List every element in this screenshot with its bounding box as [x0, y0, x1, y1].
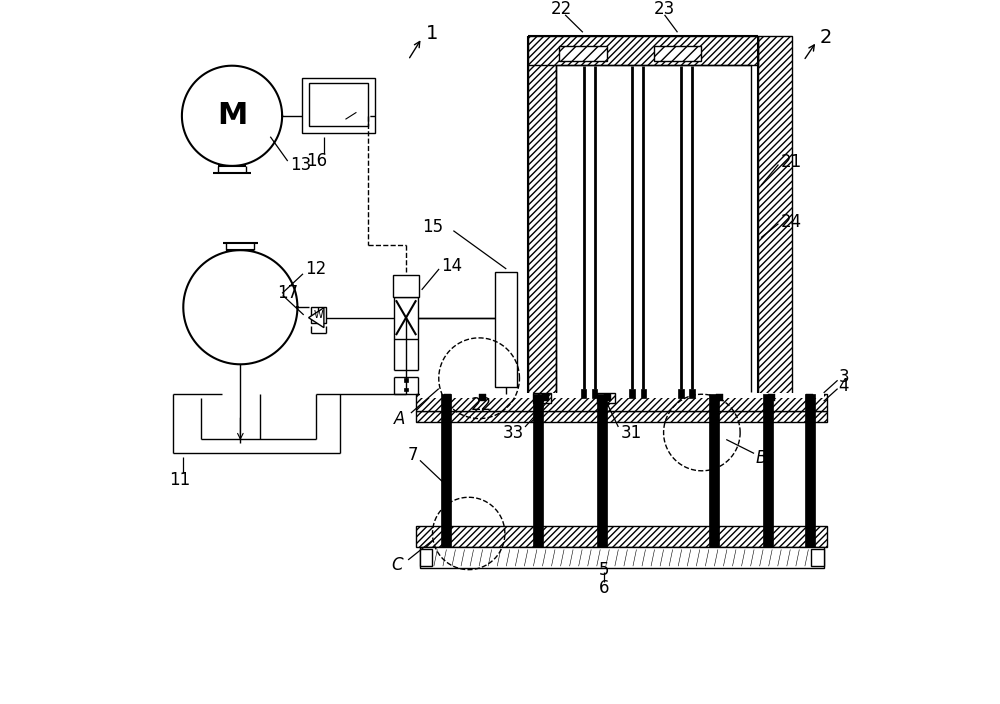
- Text: 2: 2: [820, 27, 832, 46]
- Bar: [441, 394, 451, 422]
- Bar: [768, 394, 775, 401]
- Text: 1: 1: [426, 24, 438, 43]
- Bar: [393, 275, 419, 297]
- Bar: [479, 394, 486, 401]
- Text: 3: 3: [838, 368, 849, 386]
- Bar: [528, 36, 758, 65]
- Bar: [597, 394, 607, 422]
- Bar: [311, 307, 326, 322]
- Bar: [559, 46, 607, 61]
- Bar: [441, 422, 451, 548]
- Bar: [805, 422, 815, 548]
- Bar: [302, 77, 375, 133]
- Bar: [495, 272, 517, 387]
- Bar: [805, 394, 815, 422]
- Text: A: A: [394, 410, 405, 427]
- Text: M: M: [217, 101, 247, 130]
- Text: 31: 31: [620, 424, 642, 441]
- Bar: [404, 388, 408, 391]
- Text: 4: 4: [838, 377, 849, 395]
- Polygon shape: [309, 308, 324, 327]
- Bar: [416, 394, 827, 411]
- Bar: [394, 297, 418, 339]
- Bar: [811, 549, 824, 566]
- Bar: [404, 378, 408, 382]
- Bar: [444, 394, 451, 401]
- Bar: [806, 394, 813, 401]
- Bar: [597, 393, 615, 403]
- Text: 23: 23: [654, 0, 675, 18]
- Bar: [416, 411, 827, 422]
- Text: 12: 12: [305, 260, 326, 278]
- Text: 16: 16: [306, 152, 327, 170]
- Bar: [592, 389, 597, 398]
- Text: 6: 6: [599, 579, 610, 597]
- Bar: [597, 422, 607, 548]
- Bar: [533, 422, 543, 548]
- Text: 5: 5: [599, 560, 610, 579]
- Bar: [604, 394, 611, 401]
- Bar: [581, 389, 586, 398]
- Text: 15: 15: [422, 218, 443, 236]
- Text: 24: 24: [781, 213, 802, 232]
- Text: 7: 7: [407, 446, 418, 465]
- Text: 22: 22: [470, 396, 492, 414]
- Bar: [678, 389, 684, 398]
- Bar: [709, 422, 719, 548]
- Bar: [763, 422, 773, 548]
- Bar: [533, 393, 551, 403]
- Text: 14: 14: [441, 257, 462, 275]
- Text: 33: 33: [502, 424, 524, 441]
- Bar: [716, 394, 723, 401]
- Text: B: B: [755, 448, 767, 467]
- Bar: [758, 36, 792, 398]
- Bar: [654, 46, 701, 61]
- Bar: [533, 394, 543, 422]
- Text: 21: 21: [781, 153, 802, 172]
- Bar: [416, 527, 827, 548]
- Bar: [542, 394, 549, 401]
- Bar: [709, 394, 719, 422]
- Bar: [641, 389, 646, 398]
- Bar: [528, 36, 556, 398]
- Text: 17: 17: [277, 284, 298, 301]
- Bar: [309, 83, 368, 126]
- Text: 11: 11: [169, 471, 190, 489]
- Text: 13: 13: [290, 156, 311, 173]
- Bar: [689, 389, 695, 398]
- Bar: [420, 393, 824, 398]
- Text: W: W: [314, 310, 323, 320]
- Text: 22: 22: [551, 0, 572, 18]
- Bar: [420, 549, 432, 566]
- Text: C: C: [392, 555, 403, 574]
- Bar: [420, 548, 824, 568]
- Bar: [763, 394, 773, 422]
- Bar: [629, 389, 635, 398]
